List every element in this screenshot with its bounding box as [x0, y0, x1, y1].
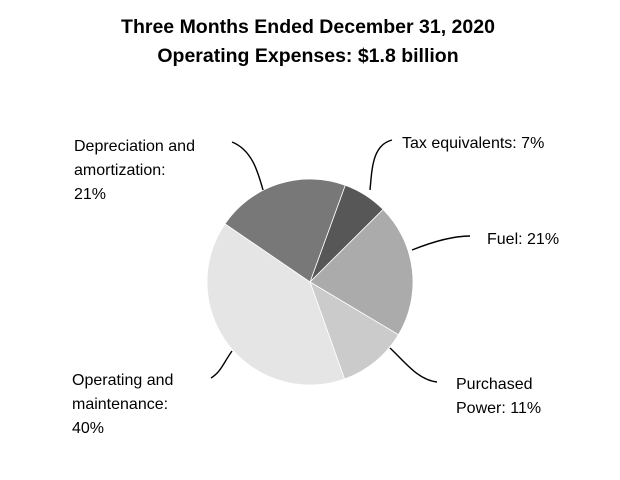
- pie-slice-purchased-power: [309, 281, 400, 380]
- slice-label-line: Fuel: 21%: [487, 231, 560, 248]
- slice-label-line: Purchased: [456, 376, 533, 393]
- leader-line-depreciation-and-amortization: [231, 141, 264, 191]
- slice-label-line: Depreciation and: [74, 138, 195, 155]
- slice-label-line: Tax equivalents: 7%: [402, 135, 545, 152]
- slice-label-line: maintenance:: [72, 396, 169, 413]
- slice-label-line: amortization:: [74, 162, 166, 179]
- slice-label-depreciation-and-amortization: Depreciation and amortization: 21%: [74, 135, 244, 207]
- pie-slice-depreciation-and-amortization: [224, 178, 346, 283]
- slice-label-fuel: Fuel: 21%: [487, 228, 607, 252]
- slice-label-line: 40%: [72, 420, 105, 437]
- leader-line-tax-equivalents: [369, 139, 393, 191]
- slice-label-line: Power: 11%: [456, 400, 542, 417]
- slice-label-line: Operating and: [72, 372, 174, 389]
- slice-label-line: 21%: [74, 186, 107, 203]
- leader-line-operating-and-maintenance: [210, 350, 233, 379]
- chart-title-line-2: Operating Expenses: $1.8 billion: [157, 45, 459, 67]
- slice-label-purchased-power: Purchased Power: 11%: [456, 373, 596, 421]
- leader-line-purchased-power: [389, 347, 438, 383]
- chart-title-line-1: Three Months Ended December 31, 2020: [121, 16, 495, 38]
- slice-label-operating-and-maintenance: Operating and maintenance: 40%: [72, 369, 232, 441]
- slice-label-tax-equivalents: Tax equivalents: 7%: [402, 132, 602, 156]
- leader-line-fuel: [411, 235, 471, 251]
- pie-slice-operating-and-maintenance: [206, 223, 346, 386]
- pie-slice-fuel: [309, 208, 414, 336]
